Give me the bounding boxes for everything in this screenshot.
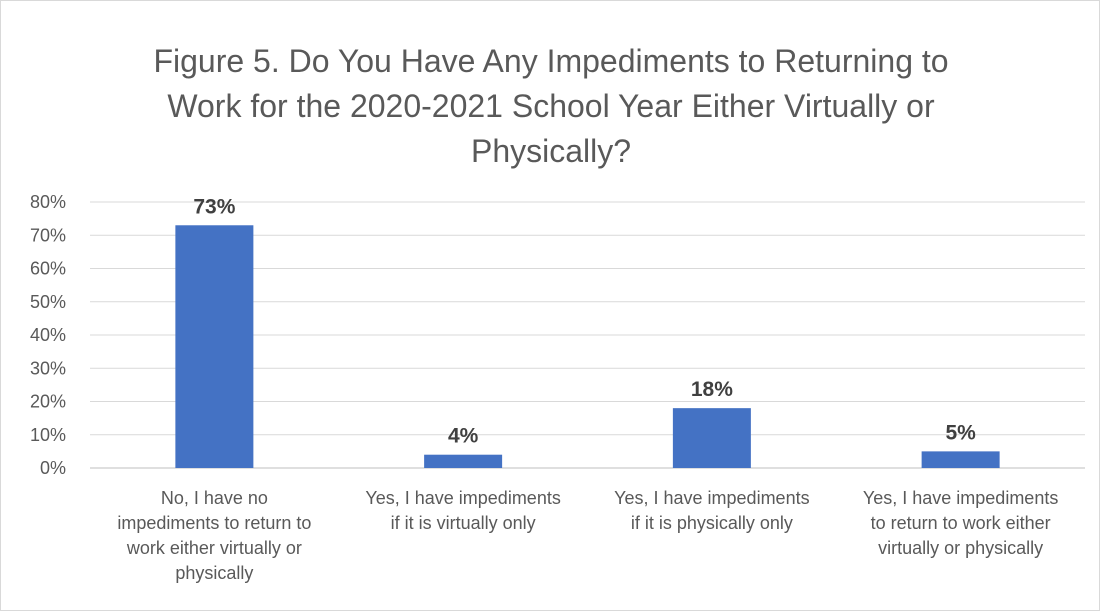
chart-title: Figure 5. Do You Have Any Impediments to… (61, 39, 1041, 174)
chart-title-line-1: Figure 5. Do You Have Any Impediments to… (153, 43, 949, 79)
x-category-label-line: Yes, I have impediments (863, 488, 1058, 508)
x-category-label: Yes, I have impediments if it is physical… (614, 488, 809, 533)
x-category-label-line: to return to work either (871, 513, 1051, 533)
y-tick-label: 70% (30, 225, 66, 245)
x-category-label: Yes, I have impediments if it is virtuall… (365, 488, 560, 533)
bar (175, 225, 254, 468)
x-category-label-line: No, I have no (161, 488, 268, 508)
x-category-label-line: work either virtually or (126, 538, 302, 558)
data-label: 18% (691, 378, 733, 401)
x-category-label-line: Yes, I have impediments (365, 488, 560, 508)
x-category-label-line: virtually or physically (878, 538, 1043, 558)
x-category-label: No, I have no impediments to return to wor… (117, 488, 311, 583)
y-tick-label: 60% (30, 259, 66, 279)
y-tick-label: 0% (40, 458, 66, 478)
y-tick-label: 50% (30, 292, 66, 312)
x-category-label-line: impediments to return to (117, 513, 311, 533)
x-category-label-line: if it is virtually only (391, 513, 536, 533)
y-tick-label: 80% (30, 192, 66, 212)
bar (921, 451, 1000, 468)
data-label: 73% (193, 195, 235, 218)
x-category-label-line: if it is physically only (631, 513, 793, 533)
chart-title-line-2: Work for the 2020-2021 School Year Eithe… (167, 88, 935, 124)
bar (424, 454, 503, 468)
data-label: 4% (448, 425, 479, 448)
y-tick-label: 10% (30, 425, 66, 445)
x-category-label: Yes, I have impediments to return to work… (863, 488, 1058, 558)
chart-title-line-3: Physically? (470, 133, 632, 169)
bar (672, 408, 751, 468)
x-category-label-line: physically (175, 563, 253, 583)
x-category-label-line: Yes, I have impediments (614, 488, 809, 508)
data-label: 5% (945, 421, 976, 444)
y-tick-label: 40% (30, 325, 66, 345)
y-tick-label: 30% (30, 358, 66, 378)
y-tick-label: 20% (30, 392, 66, 412)
